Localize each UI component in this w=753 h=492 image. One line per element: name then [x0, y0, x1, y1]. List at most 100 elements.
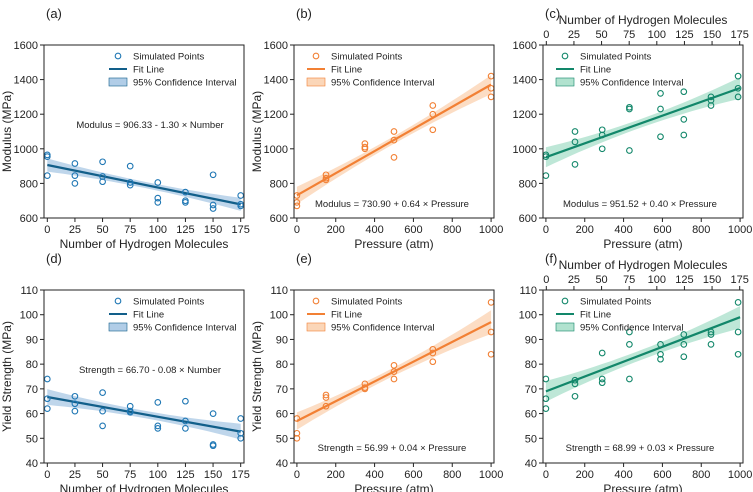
legend-label-line: Fit Line — [133, 310, 164, 321]
data-point — [680, 131, 688, 139]
data-point — [734, 350, 742, 358]
legend-label-line: Fit Line — [331, 310, 362, 321]
data-point — [571, 138, 579, 146]
top-tick-label: 125 — [675, 274, 693, 286]
y-tick-label: 1200 — [14, 109, 38, 121]
data-point — [71, 172, 79, 179]
x-axis-label: Number of Hydrogen Molecules — [60, 482, 229, 492]
x-tick-label: 800 — [443, 224, 461, 236]
data-point — [390, 375, 398, 383]
confidence-band — [296, 310, 492, 430]
data-point — [626, 328, 633, 336]
legend: Simulated Points Fit Line 95% Confidence I… — [306, 297, 435, 334]
legend-marker-ci — [555, 322, 575, 332]
data-point — [99, 407, 106, 415]
legend-label-points: Simulated Points — [331, 297, 403, 308]
legend-label-points: Simulated Points — [580, 52, 652, 63]
data-point — [657, 341, 664, 348]
data-point — [707, 102, 715, 109]
fit-line — [296, 83, 492, 197]
data-point — [657, 133, 664, 141]
axes-frame — [542, 289, 744, 464]
x-axis-label: Number of Hydrogen Molecules — [60, 237, 229, 251]
x-tick-label: 600 — [404, 224, 422, 236]
data-point — [71, 407, 79, 415]
y-tick-label: 600 — [519, 213, 537, 225]
data-point — [734, 72, 742, 80]
legend: Simulated Points Fit Line 95% Confidence I… — [108, 297, 237, 334]
data-point — [598, 349, 606, 357]
data-point — [322, 391, 330, 399]
data-point — [571, 161, 579, 168]
data-point — [209, 410, 217, 417]
y-tick-label: 40 — [525, 458, 537, 470]
x-tick-label: 150 — [204, 469, 222, 481]
data-point — [71, 400, 79, 408]
data-point — [598, 145, 606, 153]
data-point — [154, 425, 162, 432]
x-tick-label: 175 — [232, 224, 250, 236]
data-point — [734, 84, 742, 92]
y-tick-label: 110 — [20, 285, 38, 297]
x-tick-label: 0 — [294, 469, 300, 481]
axes-frame — [293, 44, 495, 219]
y-tick-label: 100 — [270, 310, 288, 322]
data-point — [182, 188, 189, 196]
y-tick-label: 1600 — [264, 40, 288, 52]
axes-frame — [542, 44, 744, 219]
y-tick-label: 1000 — [264, 144, 288, 156]
data-point — [322, 394, 330, 401]
x-tick-label: 150 — [204, 224, 222, 236]
x-tick-label: 50 — [96, 469, 108, 481]
data-point — [542, 375, 550, 383]
y-tick-label: 90 — [276, 334, 288, 346]
y-axis-label: Yield Strength (MPa) — [250, 321, 264, 432]
data-point — [237, 415, 245, 422]
data-point — [429, 349, 437, 357]
data-point — [99, 158, 106, 166]
x-tick-label: 25 — [69, 469, 81, 481]
top-tick-label: 100 — [648, 29, 666, 41]
top-tick-label: 175 — [731, 29, 749, 41]
x-tick-label: 800 — [692, 224, 710, 236]
y-tick-label: 800 — [270, 178, 288, 190]
x-axis-label: Pressure (atm) — [354, 237, 433, 251]
data-point — [657, 355, 664, 363]
legend-label-ci: 95% Confidence Interval — [331, 78, 435, 89]
y-tick-label: 110 — [519, 285, 537, 297]
x-tick-label: 800 — [692, 469, 710, 481]
x-tick-label: 0 — [44, 469, 50, 481]
data-point — [154, 422, 162, 430]
y-axis-label: Modulus (MPa) — [250, 91, 264, 172]
y-tick-label: 80 — [26, 359, 38, 371]
legend-marker-ci — [555, 77, 575, 87]
top-tick-label: 75 — [623, 29, 635, 41]
y-tick-label: 60 — [276, 409, 288, 421]
legend-label-ci: 95% Confidence Interval — [580, 78, 684, 89]
chart-panel-c: 0 200 400 600 800 10006008001000120014001600P… — [513, 6, 753, 251]
data-point — [571, 392, 579, 400]
data-point — [126, 179, 134, 186]
data-point — [390, 368, 398, 375]
data-point — [99, 178, 106, 186]
legend-marker-points — [561, 297, 569, 305]
fit-line — [47, 395, 241, 433]
top-tick-label: 25 — [568, 29, 580, 41]
legend-marker-points — [114, 297, 122, 305]
x-tick-label: 125 — [176, 224, 194, 236]
y-tick-label: 1000 — [14, 144, 38, 156]
data-point — [707, 328, 715, 336]
data-point — [126, 162, 134, 170]
legend-label-points: Simulated Points — [331, 52, 403, 63]
chart-panel-e: 0 200 400 600 800 1000 40 50 60 70 80 90 100 110 Press… — [250, 251, 503, 492]
data-point — [71, 160, 79, 167]
data-point — [390, 362, 398, 369]
legend-label-points: Simulated Points — [133, 52, 205, 63]
data-point — [182, 417, 189, 425]
panel-label: (b) — [296, 6, 312, 21]
top-tick-label: 50 — [595, 274, 607, 286]
y-tick-label: 800 — [519, 178, 537, 190]
legend: Simulated Points Fit Line 95% Confidence I… — [555, 297, 684, 334]
data-point — [209, 442, 217, 450]
x-tick-label: 400 — [365, 224, 383, 236]
